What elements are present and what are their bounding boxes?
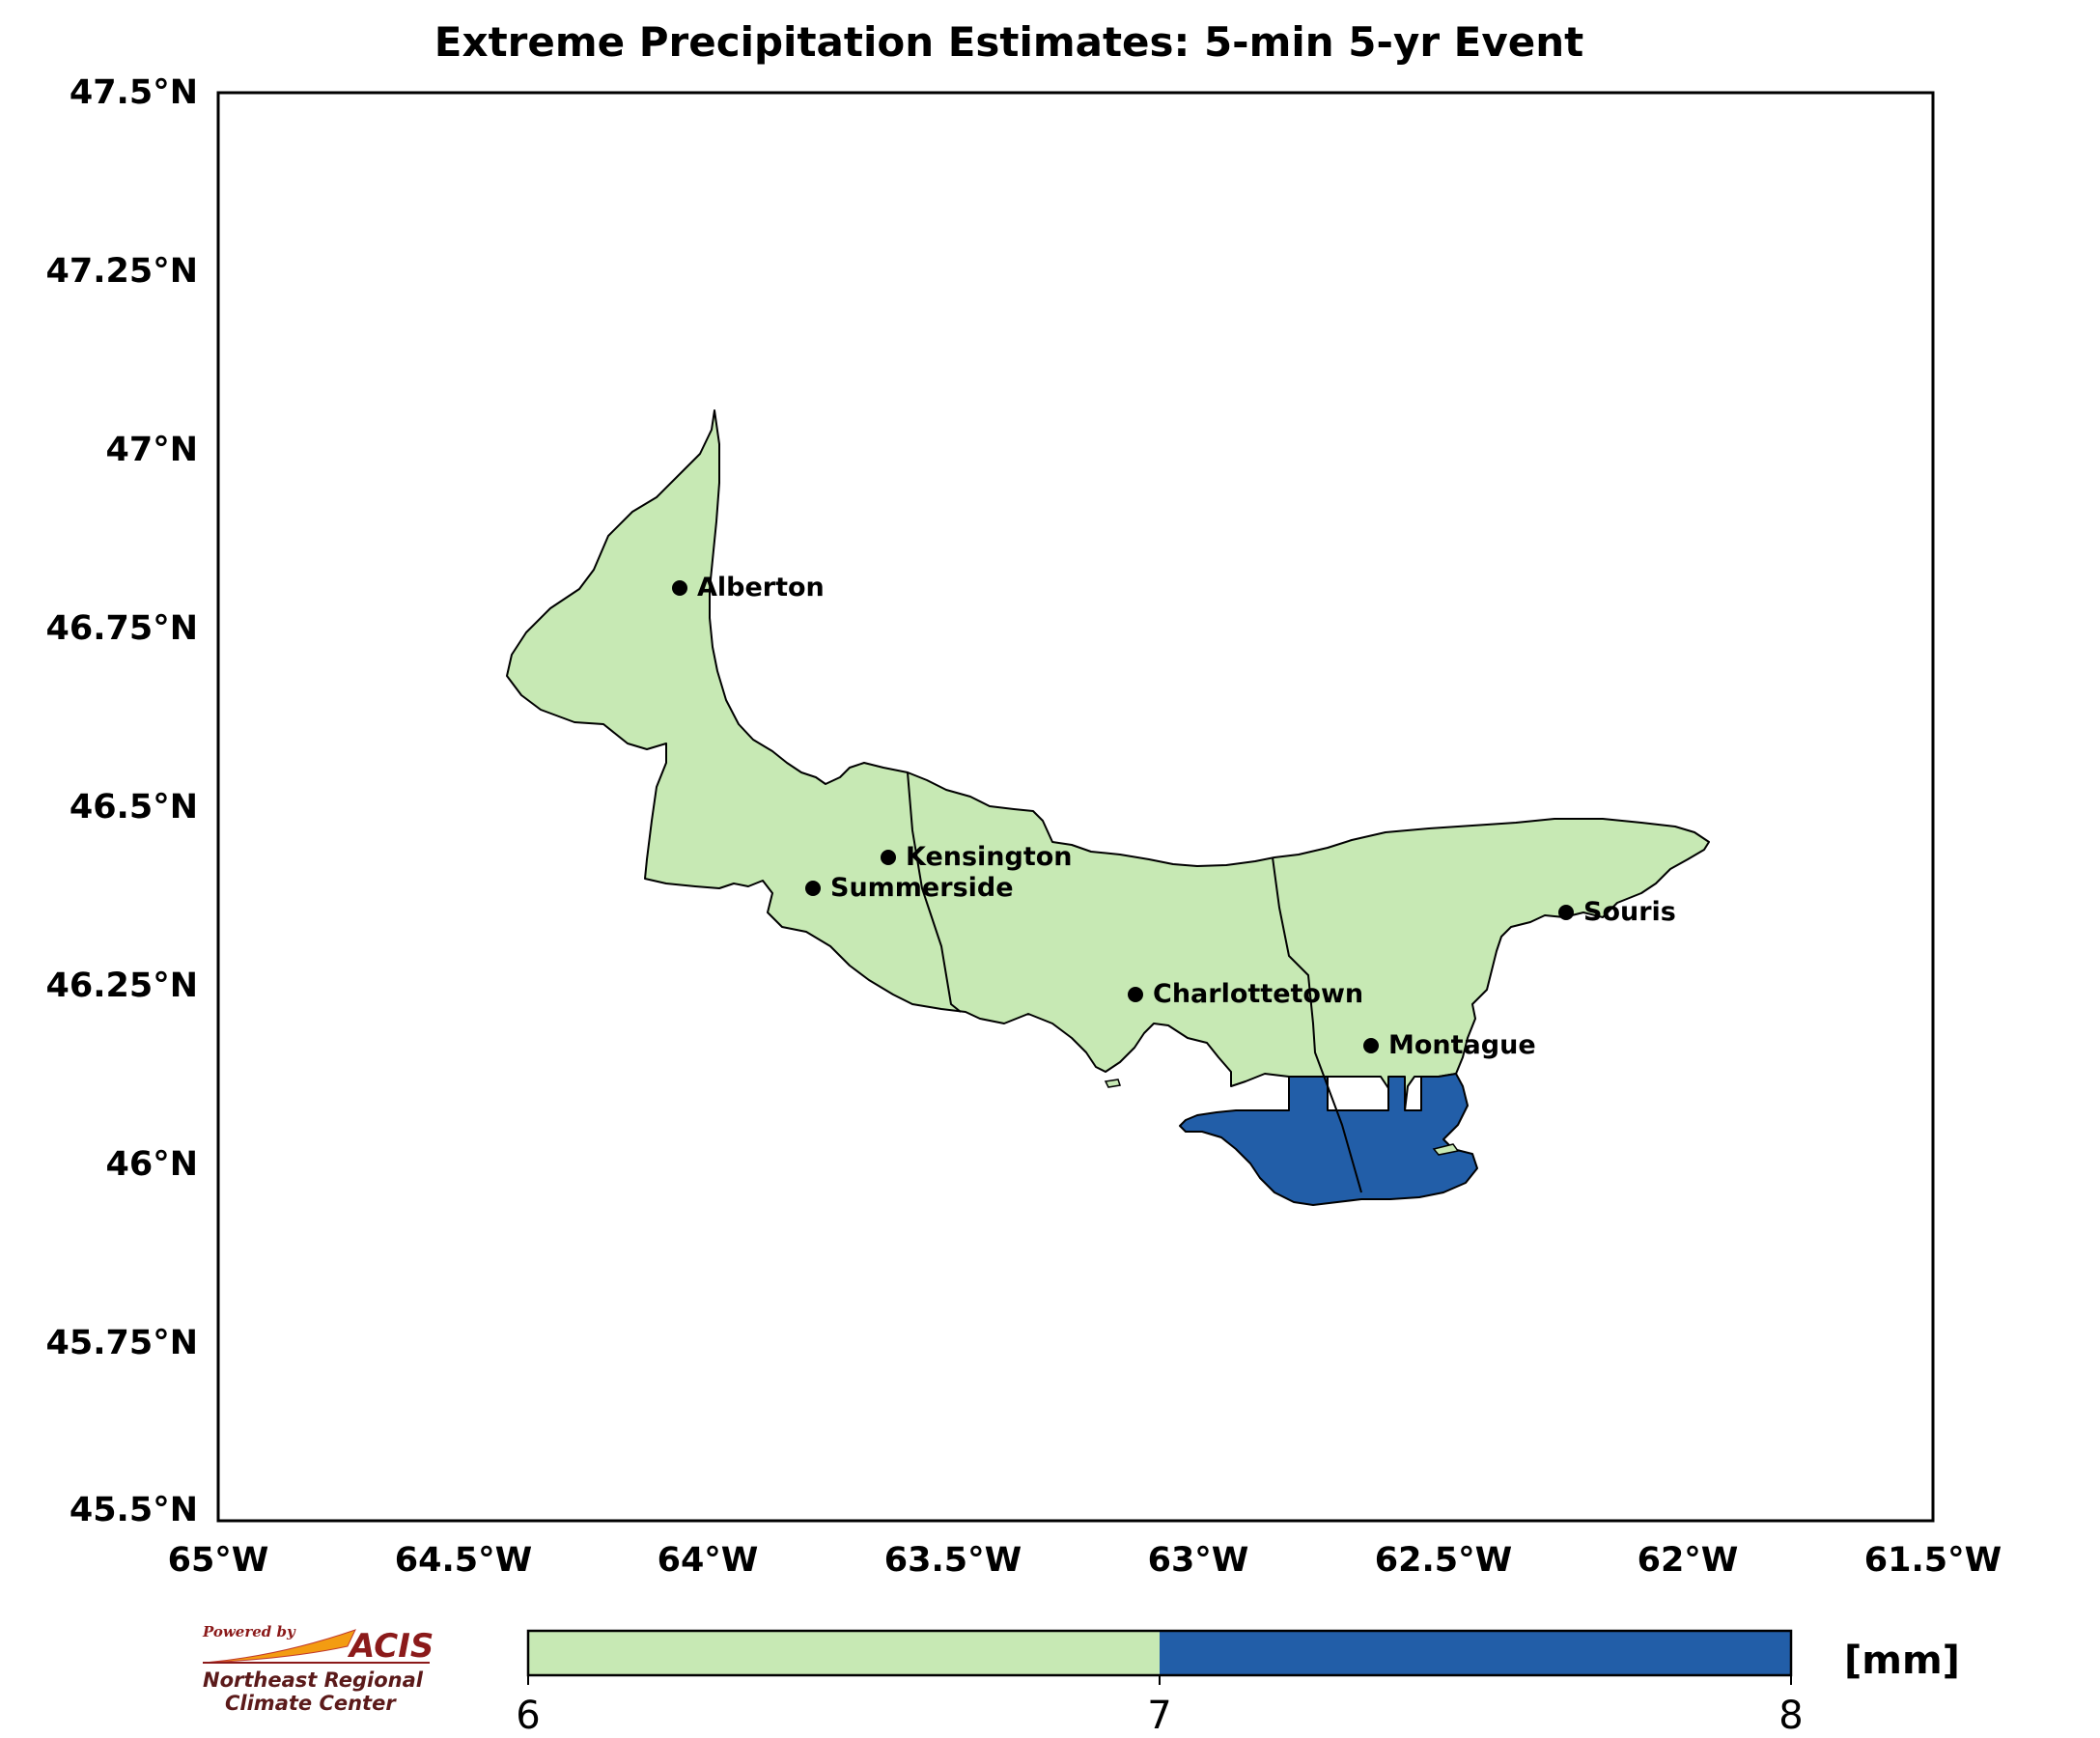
city-alberton: Alberton <box>672 573 825 603</box>
city-dot <box>1128 987 1143 1002</box>
city-label: Alberton <box>697 573 825 603</box>
x-tick-label: 64.5°W <box>395 1541 532 1580</box>
small-island-2 <box>1432 1143 1460 1156</box>
x-tick-label: 62.5°W <box>1375 1541 1512 1580</box>
city-dot <box>881 850 896 865</box>
x-tick-label: 62°W <box>1638 1541 1739 1580</box>
pei-landmass <box>506 409 1710 1206</box>
city-dot <box>1558 905 1574 920</box>
x-tick-label: 63°W <box>1148 1541 1249 1580</box>
logo-line2: Climate Center <box>225 1692 397 1715</box>
y-tick-label: 47°N <box>106 431 199 469</box>
x-tick-label: 65°W <box>168 1541 269 1580</box>
x-tick-label: 63.5°W <box>884 1541 1022 1580</box>
y-tick-label: 46.5°N <box>70 788 198 827</box>
city-dot <box>805 881 821 896</box>
city-summerside: Summerside <box>805 873 1014 903</box>
x-tick-label: 61.5°W <box>1864 1541 2002 1580</box>
small-island-1 <box>1104 1079 1121 1088</box>
city-dot <box>1363 1038 1379 1053</box>
city-montague: Montague <box>1363 1030 1536 1060</box>
colorbar: 6 7 8 [mm] <box>516 1629 1960 1738</box>
colorbar-bin-low <box>528 1631 1160 1675</box>
colorbar-tick-label: 6 <box>516 1694 540 1738</box>
colorbar-unit-label: [mm] <box>1844 1639 1960 1683</box>
city-label: Charlottetown <box>1153 979 1363 1009</box>
acis-logo: Powered by ACIS Northeast Regional Clima… <box>202 1623 434 1715</box>
city-label: Summerside <box>830 873 1014 903</box>
map-title: Extreme Precipitation Estimates: 5-min 5… <box>434 18 1583 66</box>
city-label: Montague <box>1388 1030 1536 1060</box>
y-axis-labels: 47.5°N 47.25°N 47°N 46.75°N 46.5°N 46.25… <box>46 73 199 1529</box>
logo-swoosh-icon <box>204 1629 356 1664</box>
y-tick-label: 46.75°N <box>46 609 199 648</box>
y-tick-label: 47.25°N <box>46 252 199 291</box>
y-tick-label: 45.75°N <box>46 1324 199 1362</box>
city-label: Kensington <box>906 842 1073 872</box>
city-charlottetown: Charlottetown <box>1128 979 1363 1009</box>
y-tick-label: 47.5°N <box>70 73 198 112</box>
colorbar-bin-high <box>1160 1631 1791 1675</box>
city-label: Souris <box>1583 897 1676 927</box>
x-tick-label: 64°W <box>658 1541 759 1580</box>
county-boundary-west <box>907 771 962 1013</box>
colorbar-tick-label: 7 <box>1147 1694 1171 1738</box>
county-boundary-east <box>1272 856 1362 1193</box>
y-tick-label: 46.25°N <box>46 967 199 1005</box>
city-markers: Alberton Kensington Summerside Charlotte… <box>672 573 1676 1060</box>
logo-brand: ACIS <box>347 1627 434 1666</box>
colorbar-tick-label: 8 <box>1778 1694 1803 1738</box>
map-frame <box>216 91 1935 1523</box>
city-kensington: Kensington <box>881 842 1073 872</box>
logo-powered-by: Powered by <box>202 1623 296 1640</box>
city-dot <box>672 580 687 596</box>
pei-region-dark <box>1179 1073 1478 1206</box>
x-axis-labels: 65°W 64.5°W 64°W 63.5°W 63°W 62.5°W 62°W… <box>168 1541 2002 1580</box>
y-tick-label: 46°N <box>106 1145 199 1184</box>
y-tick-label: 45.5°N <box>70 1491 198 1529</box>
city-souris: Souris <box>1558 897 1676 927</box>
logo-line1: Northeast Regional <box>203 1668 424 1692</box>
